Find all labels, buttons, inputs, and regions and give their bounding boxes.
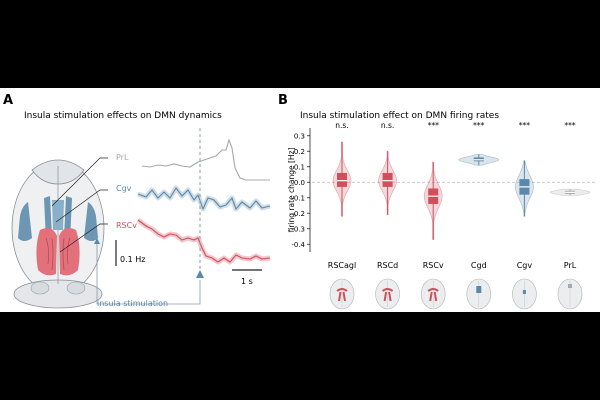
trace-prl [141, 138, 270, 181]
category-label-Cgv: Cgv [517, 261, 533, 270]
y-tick-label: 0.3 [294, 132, 305, 140]
figure-canvas: A Insula stimulation effects on DMN dyna… [3, 93, 596, 310]
stim-label: insula stimulation [97, 299, 168, 308]
y-tick-label: 0.0 [294, 179, 305, 187]
region-icon-RSCagl [329, 278, 355, 310]
trace-label-prl: PrL [116, 153, 129, 162]
insula-right [84, 202, 98, 241]
trace-cgv [137, 187, 271, 210]
panel-a-title: Insula stimulation effects on DMN dynami… [24, 111, 222, 121]
significance-Cgd: *** [473, 121, 485, 130]
violin-chart: 0.3 0.2 0.1 0.0 -0.1 -0.2 -0.3 -0.4 n.s. n.s. ***… [287, 121, 596, 270]
significance-RSCagl: n.s. [335, 121, 348, 130]
significance-PrL: *** [564, 121, 576, 130]
y-axis-label: firing rate change [Hz] [287, 148, 296, 233]
region-icons [329, 278, 583, 310]
scalebar-y-label: 0.1 Hz [120, 255, 145, 264]
y-tick-label: 0.2 [294, 148, 305, 156]
y-tick-label: -0.2 [291, 210, 305, 218]
category-label-Cgd: Cgd [471, 261, 487, 270]
significance-RSCv: *** [428, 121, 440, 130]
y-tick-label: -0.1 [291, 194, 305, 202]
rsc-region-right [59, 228, 80, 276]
category-label-RSCd: RSCd [377, 261, 398, 270]
region-icon-Cgd [466, 278, 492, 310]
panel-a-letter: A [3, 93, 13, 108]
category-label-RSCv: RSCv [423, 261, 444, 270]
box-RSCagl [337, 172, 347, 187]
rsc-region-left [36, 228, 57, 276]
trace-label-rscv: RSCv [116, 221, 137, 230]
category-label-RSCagl: RSCagl [328, 261, 356, 270]
y-tick-label: 0.1 [294, 163, 305, 171]
brain-schematic [11, 159, 105, 309]
region-icon-RSCv [420, 278, 446, 310]
region-icon-RSCd [375, 278, 400, 310]
panel-b-letter: B [278, 93, 288, 108]
trace-label-cgv: Cgv [116, 184, 132, 193]
trace-rscv [137, 219, 271, 263]
scalebar-x-label: 1 s [241, 277, 253, 286]
region-icon-PrL [557, 278, 583, 310]
box-RSCd [382, 172, 393, 187]
panel-b-title: Insula stimulation effect on DMN firing … [300, 111, 499, 121]
significance-Cgv: *** [519, 121, 531, 130]
region-icon-Cgv [512, 278, 537, 310]
y-tick-label: -0.3 [291, 225, 305, 233]
stim-arrow-icon [196, 270, 204, 278]
insula-left [18, 202, 32, 241]
category-label-PrL: PrL [564, 261, 577, 270]
significance-RSCd: n.s. [381, 121, 394, 130]
y-tick-label: -0.4 [291, 241, 305, 249]
figure: A Insula stimulation effects on DMN dyna… [0, 88, 600, 312]
